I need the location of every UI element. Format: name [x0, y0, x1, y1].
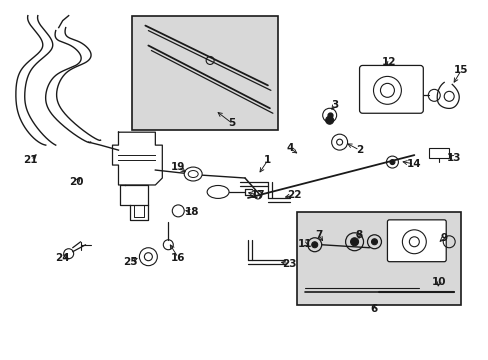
Text: 4: 4: [285, 143, 293, 153]
Text: 25: 25: [123, 257, 138, 267]
Text: 2: 2: [355, 145, 363, 155]
Text: 19: 19: [171, 162, 185, 172]
Text: 18: 18: [184, 207, 199, 217]
Circle shape: [311, 242, 317, 248]
Text: 22: 22: [287, 190, 302, 200]
Text: 15: 15: [453, 66, 468, 76]
Bar: [428, 148, 448, 158]
Circle shape: [389, 159, 394, 165]
Text: 14: 14: [406, 159, 421, 169]
Text: 9: 9: [440, 233, 447, 243]
Text: 21: 21: [23, 155, 38, 165]
Text: 20: 20: [69, 177, 84, 187]
Text: 8: 8: [354, 230, 362, 240]
Ellipse shape: [188, 171, 198, 177]
Bar: [296, 212, 460, 305]
Text: 11: 11: [297, 239, 311, 249]
Text: 3: 3: [330, 100, 338, 110]
Text: 12: 12: [382, 58, 396, 67]
Text: 6: 6: [370, 305, 377, 315]
Text: 17: 17: [250, 190, 264, 200]
Bar: [132, 15, 277, 130]
Text: 1: 1: [264, 155, 271, 165]
Circle shape: [325, 116, 333, 124]
Text: 5: 5: [228, 118, 235, 128]
FancyBboxPatch shape: [359, 66, 423, 113]
Circle shape: [350, 238, 358, 246]
Text: 10: 10: [431, 276, 446, 287]
Text: 24: 24: [55, 253, 70, 263]
Ellipse shape: [207, 185, 228, 198]
Text: 13: 13: [446, 153, 461, 163]
Text: 23: 23: [282, 259, 297, 269]
Ellipse shape: [184, 167, 202, 181]
Text: 7: 7: [314, 230, 322, 240]
Text: 16: 16: [171, 253, 185, 263]
Circle shape: [371, 239, 377, 245]
FancyBboxPatch shape: [386, 220, 446, 262]
